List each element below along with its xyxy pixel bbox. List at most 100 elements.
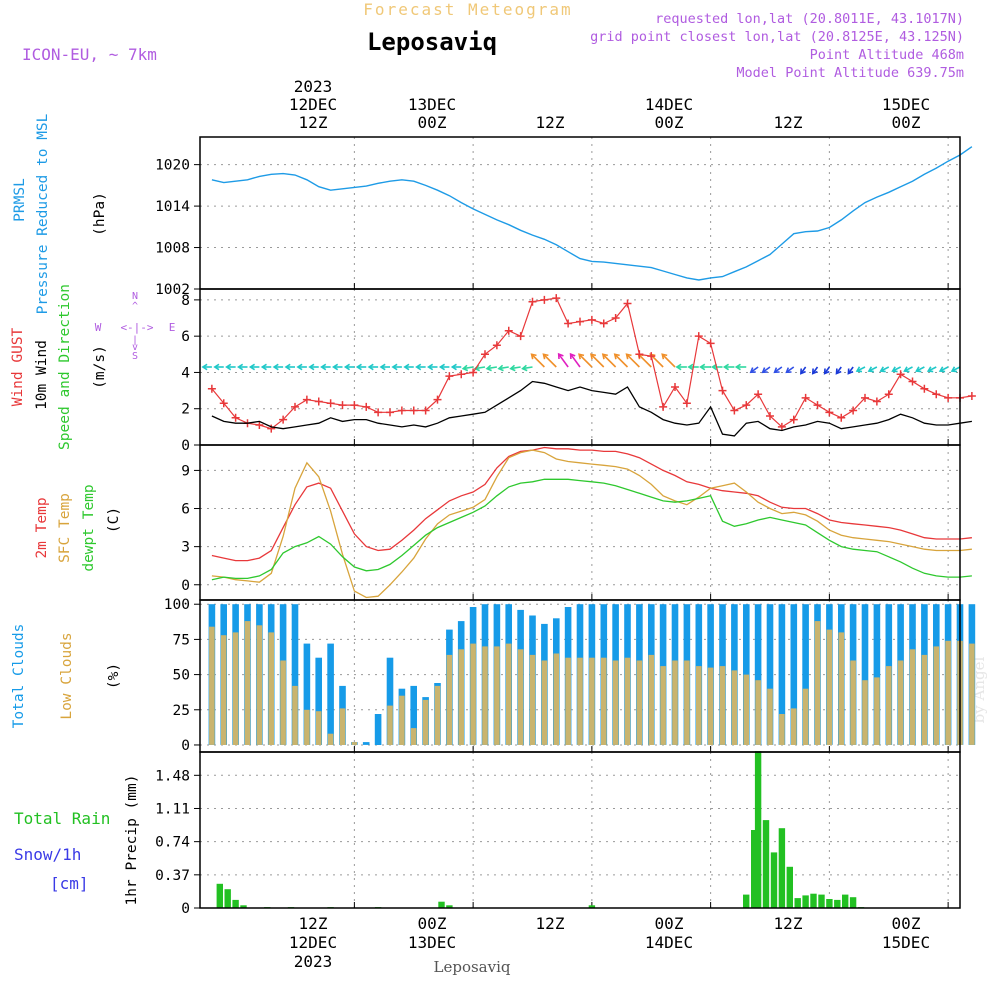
wind-direction-arrowhead <box>391 363 398 371</box>
wind-direction-arrowhead <box>403 363 410 371</box>
compass-north: N <box>132 291 138 302</box>
wind-direction-arrowhead <box>699 363 706 371</box>
wind-direction-arrowhead <box>284 363 291 371</box>
gust-marker <box>742 401 751 410</box>
low-cloud-bar <box>220 635 227 745</box>
total-cloud-bar <box>861 604 869 745</box>
low-cloud-bar <box>696 666 702 745</box>
low-cloud-bar <box>244 621 251 745</box>
y-tick-label: 1014 <box>155 199 190 215</box>
low-cloud-bar <box>434 685 441 745</box>
gust-marker <box>326 399 335 408</box>
wind-direction-arrowhead <box>450 363 457 371</box>
prmsl-label: PRMSL <box>12 178 28 222</box>
wind-direction-arrow <box>774 366 783 373</box>
wind-direction-arrowhead <box>569 352 576 360</box>
gust-marker <box>789 415 798 424</box>
rain-bar <box>588 905 596 908</box>
gust-marker <box>576 317 584 326</box>
low-cloud-bar <box>351 742 358 745</box>
y-tick-label: 0 <box>181 438 190 454</box>
wind-direction-arrowhead <box>811 368 818 375</box>
wind-direction-arrowhead <box>785 367 792 374</box>
wind-direction-arrowhead <box>761 367 768 374</box>
wind-direction-arrow <box>578 353 593 368</box>
gust-marker <box>730 406 739 415</box>
low-cloud-bar <box>505 643 512 745</box>
low-cloud-bar <box>315 711 322 745</box>
low-cloud-bar <box>909 649 916 745</box>
low-cloud-bar <box>862 680 868 745</box>
wind-10m-label: 10m Wind <box>34 340 50 410</box>
compass-ew-arrow: <-|-> <box>120 321 153 334</box>
top-axis-date: 13DEC <box>408 95 456 114</box>
wind-direction-arrowhead <box>687 363 694 371</box>
top-axis-hour: 12Z <box>774 113 803 132</box>
bottom-axis-date: 12DEC <box>289 933 337 952</box>
gust-marker <box>516 332 525 341</box>
snow-unit-label: [cm] <box>50 874 89 893</box>
low-cloud-bar <box>410 728 417 745</box>
total-rain-label: Total Rain <box>14 809 110 828</box>
gust-marker <box>492 341 501 350</box>
low-cloud-bar <box>256 625 263 745</box>
gust-marker <box>267 424 276 433</box>
wind-direction-arrow <box>614 353 629 368</box>
top-axis-hour: 00Z <box>418 113 447 132</box>
gust-marker <box>837 413 846 422</box>
wind-direction-arrowhead <box>903 366 910 373</box>
low-cloud-bar <box>494 646 500 745</box>
y-tick-label: 1002 <box>155 282 190 298</box>
wind-direction-arrowhead <box>613 353 620 360</box>
bottom-axis-hour: 00Z <box>418 914 447 933</box>
wind-direction-arrowhead <box>938 366 946 373</box>
gust-marker <box>967 392 976 401</box>
low-cloud-bar <box>517 649 524 745</box>
wind-direction-arrow <box>531 353 545 368</box>
low-cloud-bar <box>268 632 274 745</box>
point-altitude: Point Altitude 468m <box>810 47 964 63</box>
rain-bar <box>770 852 778 908</box>
top-time-axis: 2023 12DEC 12Z 13DEC 00Z 12Z 14DEC 00Z 1… <box>289 77 930 132</box>
rain-bar <box>240 905 247 908</box>
wind-direction-arrowhead <box>260 363 267 371</box>
low-cloud-bar <box>933 646 940 745</box>
low-cloud-bar <box>577 657 583 745</box>
wind-direction-arrow <box>486 366 498 370</box>
gust-marker <box>350 401 359 410</box>
y-tick-label: 0 <box>181 578 190 594</box>
gust-marker <box>884 390 893 399</box>
total-cloud-bar <box>327 643 334 745</box>
temp-unit-label: (C) <box>106 507 122 533</box>
wind-direction-arrow <box>510 366 521 370</box>
rain-bar <box>786 866 793 908</box>
wind-unit-label: (m/s) <box>92 345 108 389</box>
app-title: Forecast Meteogram <box>363 0 572 19</box>
compass-east: E <box>169 321 176 334</box>
gust-marker <box>754 390 763 399</box>
low-cloud-bar <box>802 688 809 745</box>
total-cloud-bar <box>386 657 394 745</box>
gust-marker <box>552 294 561 303</box>
wind-direction-arrowhead <box>675 363 682 371</box>
wind-direction-arrowhead <box>427 363 434 371</box>
rain-bar <box>834 899 841 908</box>
model-label: ICON-EU, ~ 7km <box>22 45 157 64</box>
wind-direction-arrowhead <box>823 368 830 375</box>
gust-marker <box>599 319 608 328</box>
wind-direction-arrowhead <box>497 364 504 372</box>
compass-ns-bar: | <box>132 335 138 346</box>
cloud-panel-labels: Total Clouds Low Clouds (%) <box>11 624 122 729</box>
gust-marker <box>433 395 442 404</box>
total-cloud-bar <box>315 657 322 745</box>
y-tick-label: 1.11 <box>155 801 190 817</box>
wind-direction-arrowhead <box>272 363 279 371</box>
bottom-axis-date: 14DEC <box>645 933 693 952</box>
gust-marker <box>231 413 240 422</box>
wind-direction-arrowhead <box>485 364 492 372</box>
low-cloud-bar <box>280 660 286 745</box>
grid-point-coords: grid point closest lon,lat (20.8125E, 43… <box>590 29 964 45</box>
y-tick-label: 0.74 <box>155 835 190 851</box>
wind-direction-arrowhead <box>589 353 597 360</box>
low-cloud-bar <box>399 695 405 745</box>
